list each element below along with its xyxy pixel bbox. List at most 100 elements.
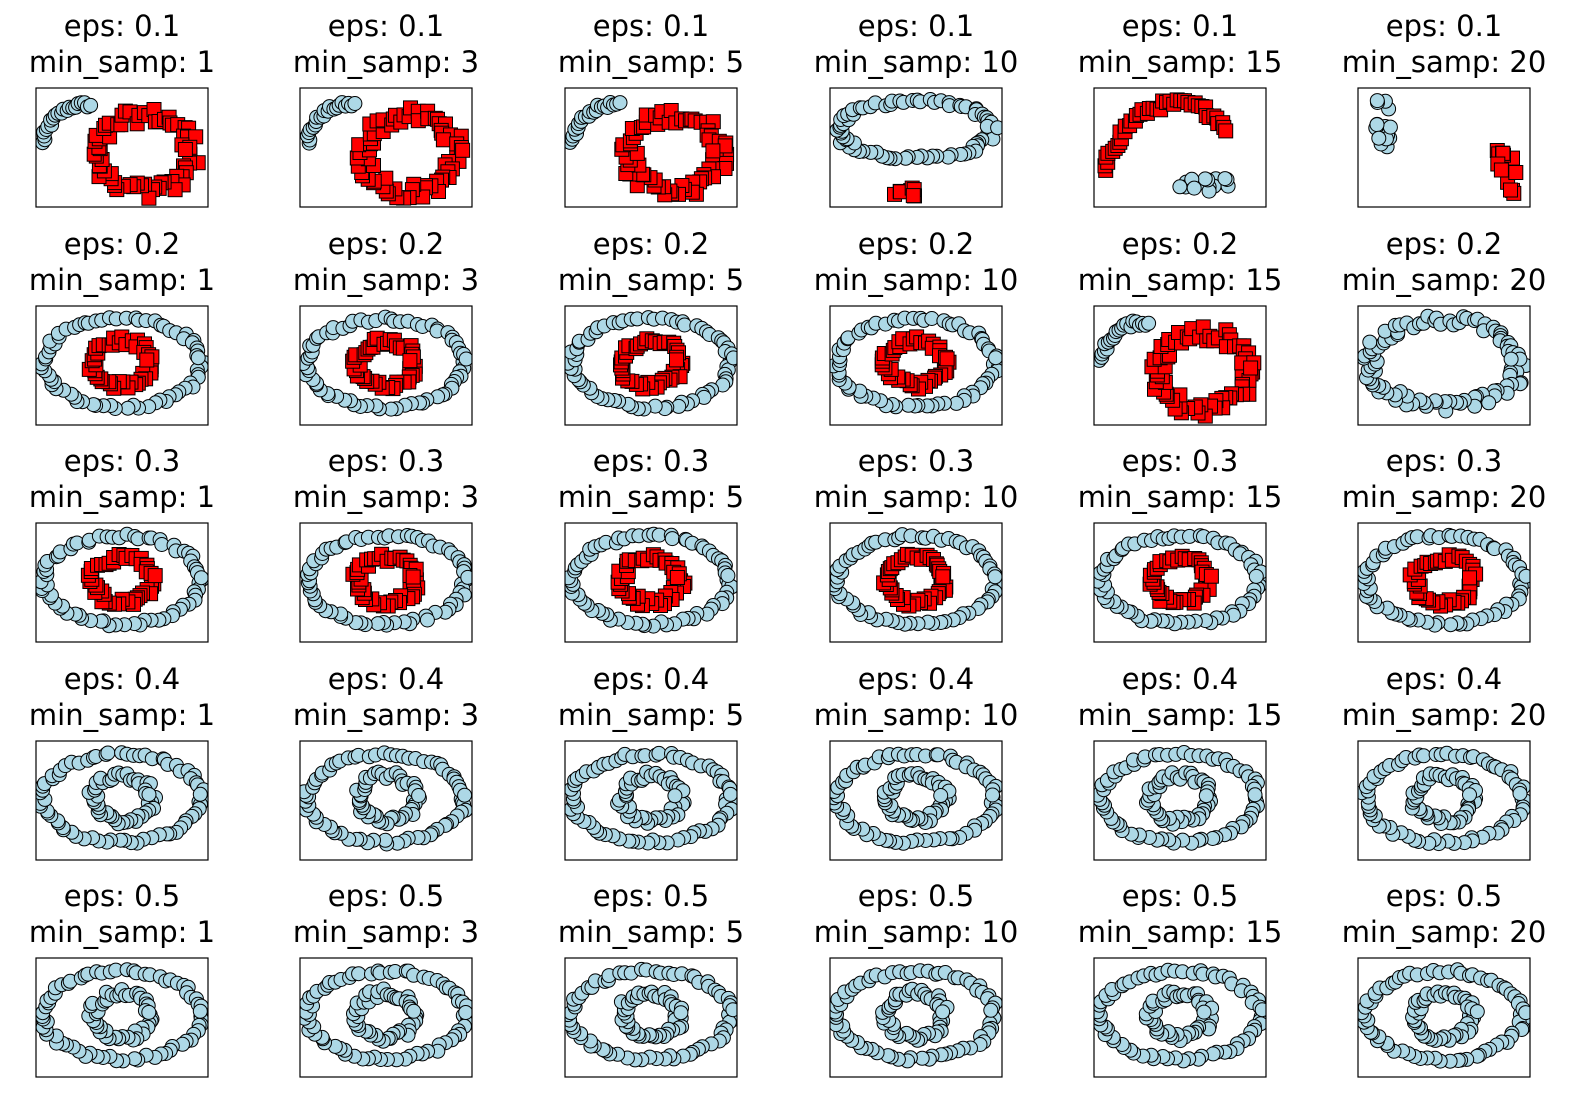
axes-frame [299,305,473,426]
subplot-title-min-samples: min_samp: 10 [814,698,1019,732]
subplot-title-min-samples: min_samp: 15 [1078,915,1283,949]
point-cluster-b [141,190,157,206]
subplot-title-min-samples: min_samp: 20 [1342,263,1547,297]
axes-frame [1357,305,1531,426]
scatter-markers [1358,308,1530,419]
point-cluster-a [458,1005,472,1020]
subplot-title-eps: eps: 0.1 [328,9,444,43]
point-cluster-a [411,788,427,803]
subplot-title-min-samples: min_samp: 1 [29,915,215,949]
point-cluster-a [664,531,680,547]
scatter-markers [36,526,208,634]
point-cluster-a [985,787,1000,803]
point-cluster-a [933,788,949,803]
point-cluster-b [1462,570,1477,586]
scatter-markers [565,961,737,1068]
scatter-markers [830,92,1002,204]
point-cluster-b [939,351,955,367]
subplot-title-min-samples: min_samp: 1 [29,698,215,732]
scatter-markers [300,745,472,852]
scatter-markers [1358,745,1530,852]
point-cluster-a [100,745,116,761]
scatter-markers [36,962,208,1069]
point-cluster-a [1196,1004,1212,1020]
scatter-markers [1358,962,1530,1069]
axes-frame [564,522,738,643]
point-cluster-b [705,143,721,159]
point-cluster-a [1141,315,1157,331]
subplot-title-eps: eps: 0.5 [328,879,444,913]
subplot-title-eps: eps: 0.2 [64,227,180,261]
subplot-title-eps: eps: 0.1 [1386,9,1502,43]
subplot-title-min-samples: min_samp: 10 [814,263,1019,297]
axes-frame [299,87,473,208]
subplot-title-min-samples: min_samp: 3 [293,45,479,79]
point-cluster-a [725,1002,737,1018]
point-cluster-b [1218,123,1234,139]
axes-frame [35,305,209,426]
scatter-markers [1094,313,1262,424]
subplot-title-min-samples: min_samp: 1 [29,45,215,79]
point-cluster-a [667,788,683,804]
subplot-title-eps: eps: 0.4 [328,662,444,696]
point-cluster-a [1371,130,1387,146]
axes-frame [829,957,1003,1078]
subplot-title-eps: eps: 0.4 [64,662,180,696]
scatter-markers [1097,92,1236,199]
point-cluster-a [1369,117,1385,133]
point-cluster-a [1186,180,1202,196]
point-cluster-b [405,569,421,585]
axes-frame [35,522,209,643]
subplot-title-min-samples: min_samp: 1 [29,480,215,514]
point-cluster-b [1203,568,1219,584]
subplot-title-eps: eps: 0.3 [64,444,180,478]
subplot-title-min-samples: min_samp: 5 [558,915,744,949]
scatter-markers [565,745,737,851]
point-cluster-b [455,142,471,158]
axes-frame [1357,522,1531,643]
axes-frame [1093,87,1267,208]
point-cluster-a [723,786,737,802]
scatter-markers [36,95,206,206]
axes-frame [299,522,473,643]
point-cluster-b [1508,165,1524,180]
point-cluster-a [1443,617,1459,633]
point-cluster-a [347,96,363,111]
axes-frame [1357,740,1531,861]
axes-frame [564,87,738,208]
subplot-title-min-samples: min_samp: 15 [1078,263,1283,297]
subplot-title-eps: eps: 0.5 [1386,879,1502,913]
point-cluster-b [669,352,684,368]
subplot-title-eps: eps: 0.5 [1122,879,1238,913]
scatter-markers [565,310,737,417]
scatter-markers [565,95,735,203]
scatter-markers [1094,962,1266,1069]
point-cluster-b [1243,360,1259,376]
point-cluster-a [1198,788,1214,804]
subplot-title-eps: eps: 0.4 [858,662,974,696]
scatter-markers [300,95,471,206]
point-cluster-b [177,142,193,157]
scatter-markers [300,309,472,417]
axes-frame [829,740,1003,861]
point-cluster-a [983,1002,999,1018]
point-cluster-b [669,570,685,585]
scatter-markers [36,745,208,851]
point-cluster-a [1362,334,1378,350]
scatter-markers [36,310,208,416]
point-cluster-a [1217,171,1233,187]
